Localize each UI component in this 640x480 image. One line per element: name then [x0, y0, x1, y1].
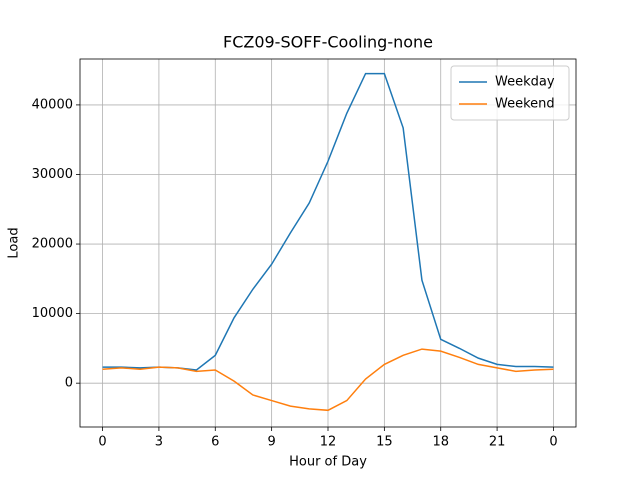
legend-label: Weekday	[495, 75, 555, 90]
y-tick-label: 0	[65, 376, 73, 391]
legend-box	[450, 65, 570, 121]
x-tick-label: 3	[155, 435, 163, 450]
y-tick-label: 40000	[32, 97, 73, 112]
x-tick-label: 9	[267, 435, 275, 450]
y-tick-label: 10000	[32, 306, 73, 321]
data-line	[102, 348, 554, 412]
legend-label: Weekend	[495, 97, 555, 112]
y-tick-label: 20000	[32, 237, 73, 252]
x-tick-label: 21	[489, 435, 506, 450]
x-tick-label: 0	[549, 435, 557, 450]
y-axis-label: Load	[7, 227, 22, 258]
y-tick-label: 30000	[32, 167, 73, 182]
chart-title: FCZ09-SOFF-Cooling-none	[223, 33, 433, 52]
x-tick-label: 0	[98, 435, 106, 450]
plot-frame	[79, 58, 577, 428]
x-tick-label: 12	[320, 435, 337, 450]
x-tick-label: 18	[432, 435, 449, 450]
x-axis-label: Hour of Day	[289, 455, 367, 470]
x-tick-label: 15	[376, 435, 393, 450]
x-tick-label: 6	[211, 435, 219, 450]
